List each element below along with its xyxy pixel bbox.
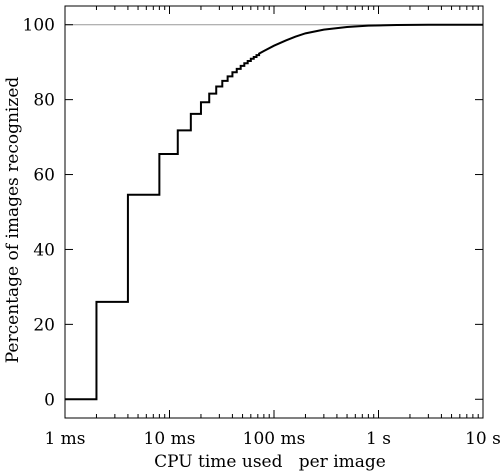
x-tick-label-1: 10 ms [144,429,196,449]
series-line-0 [65,23,484,401]
y-tick-label-4: 80 [33,91,55,111]
axis-ticks [64,6,484,418]
x-axis-label: CPU time used per image [154,452,386,472]
y-tick-label-5: 100 [23,16,55,36]
y-tick-label-1: 20 [33,315,55,335]
y-tick-label-2: 40 [33,240,55,260]
tick-labels: 1 ms 10 ms 100 ms 1 s 10 s 0 20 40 60 80 100 [23,16,500,449]
y-tick-label-3: 60 [33,166,55,186]
y-tick-label-0: 0 [44,390,55,410]
x-tick-label-2: 100 ms [243,429,306,449]
plot-area [64,5,484,419]
x-tick-label-4: 10 s [465,429,500,449]
x-tick-label-0: 1 ms [44,429,85,449]
x-tick-label-3: 1 s [366,429,391,449]
y-axis-label: Percentage of images recognized [3,77,23,364]
